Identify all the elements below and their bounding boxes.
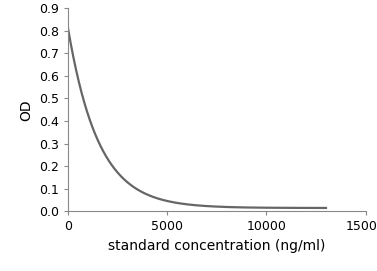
Y-axis label: OD: OD bbox=[19, 99, 33, 121]
X-axis label: standard concentration (ng/ml): standard concentration (ng/ml) bbox=[108, 239, 325, 253]
